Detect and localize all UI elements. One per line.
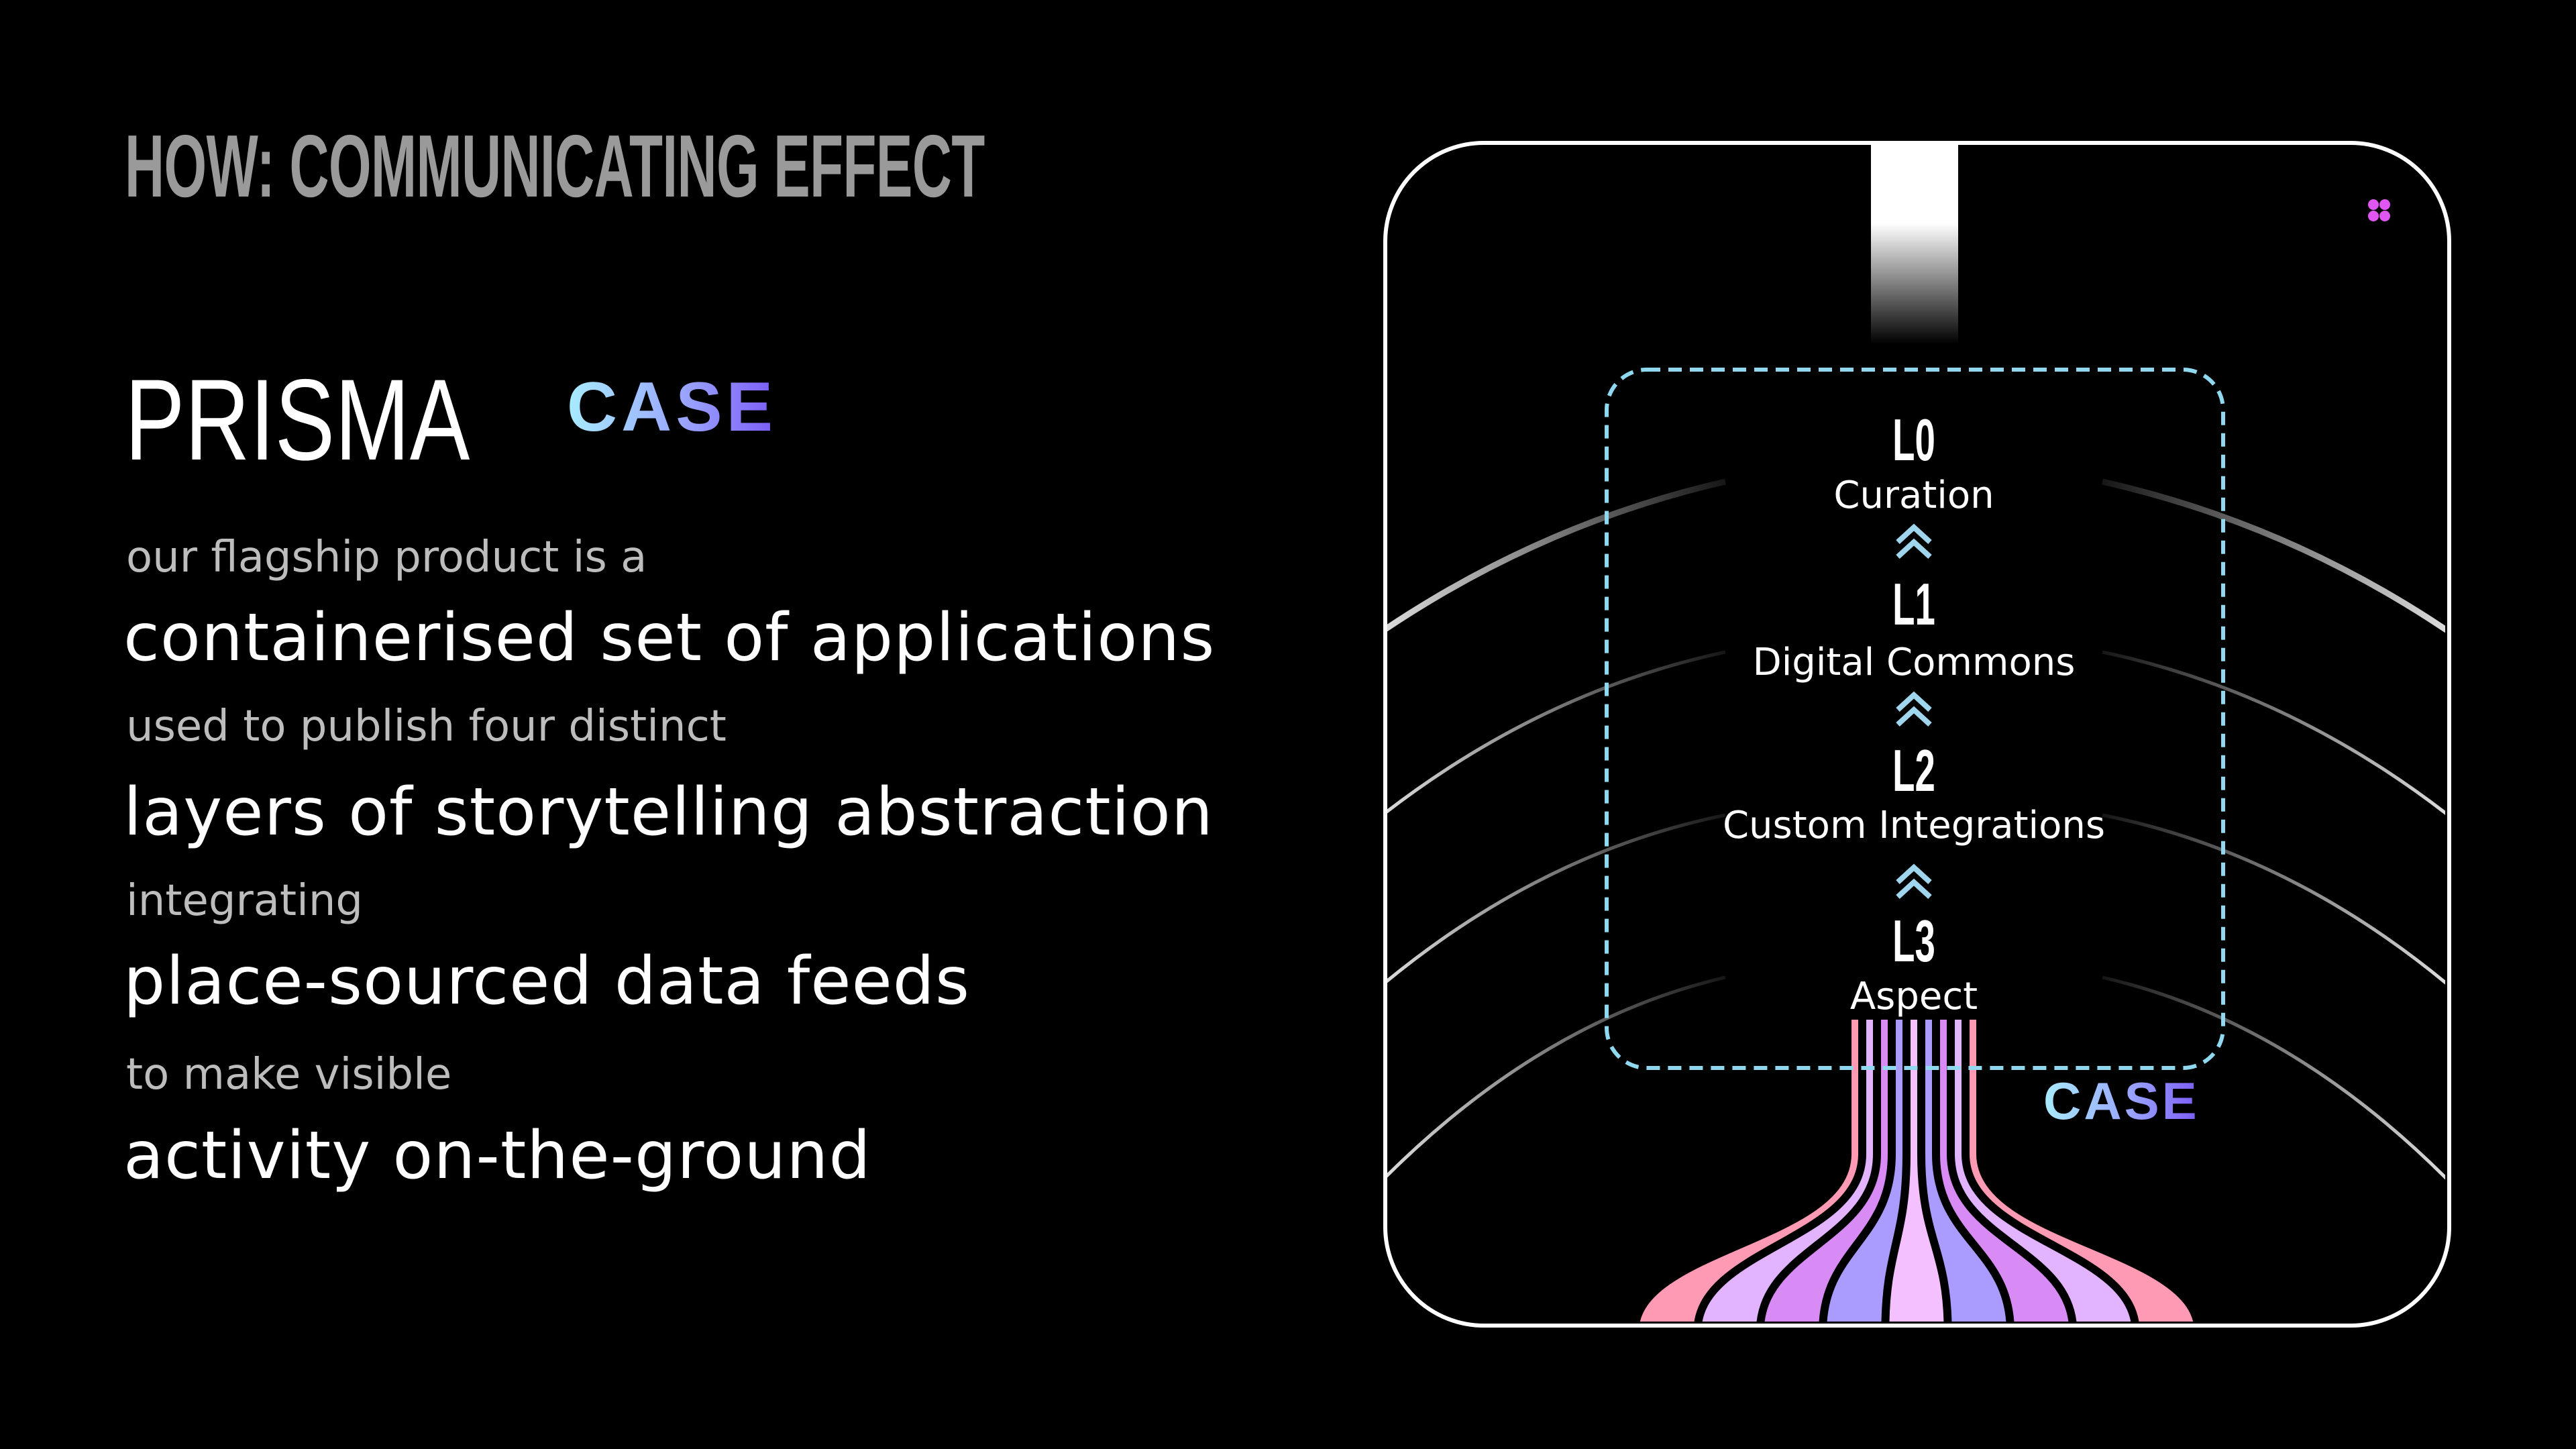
layer-l1-name: Digital Commons (1752, 641, 2076, 684)
layer-l2-name: Custom Integrations (1722, 804, 2106, 847)
stripe-divider (1917, 1020, 1952, 1322)
slide-title: HOW: COMMUNICATING EFFECT (125, 117, 985, 215)
stripe-divider (1631, 1020, 1851, 1322)
stripe-divider (1932, 1020, 2015, 1322)
top-light-bar (1871, 143, 1958, 344)
case-logo-small: CASE (2043, 1071, 2200, 1130)
layer-l0-code: L0 (1892, 407, 1935, 473)
stripe-divider (1881, 1020, 1911, 1322)
double-chevron-up-icon (1896, 863, 1932, 899)
stripe-divider (1756, 1020, 1881, 1322)
double-chevron-up-icon (1896, 691, 1932, 727)
layer-l1-code: L1 (1892, 571, 1935, 637)
case-logo: CASE (567, 368, 777, 446)
line-small-3: integrating (126, 876, 364, 926)
layer-l0-name: Curation (1833, 474, 1994, 517)
stripe-divider (1819, 1020, 1896, 1322)
layer-l3-name: Aspect (1849, 975, 1978, 1018)
prisma-logo: PRISMA (125, 356, 470, 484)
stripe-divider (1693, 1020, 1866, 1322)
layer-l3-code: L3 (1892, 908, 1935, 974)
stripe (1823, 1020, 1907, 1322)
line-big-2: layers of storytelling abstraction (123, 774, 1214, 851)
line-small-4: to make visible (126, 1050, 452, 1099)
stripe-divider (1962, 1020, 2140, 1322)
stripe (1966, 1020, 2198, 1322)
arcs-left (1385, 478, 1727, 1181)
line-big-4: activity on-the-ground (123, 1118, 871, 1194)
stripe (1921, 1020, 2010, 1322)
line-small-1: our flagship product is a (126, 533, 647, 582)
data-feed-stripes (1631, 1020, 2202, 1322)
stripe-divider (1976, 1020, 2202, 1322)
stripe-divider (1947, 1020, 2078, 1322)
double-chevron-up-icon (1896, 523, 1932, 559)
layers-dashed-box (1605, 368, 2225, 1070)
diagram-panel (1383, 141, 2451, 1328)
layer-l2-code: L2 (1892, 737, 1935, 804)
line-big-1: containerised set of applications (123, 600, 1216, 676)
stripe (1635, 1020, 1862, 1322)
stripe (1885, 1020, 1948, 1322)
line-big-3: place-sourced data feeds (123, 943, 971, 1020)
arcs-right (2102, 478, 2445, 1181)
line-small-2: used to publish four distinct (126, 702, 727, 751)
